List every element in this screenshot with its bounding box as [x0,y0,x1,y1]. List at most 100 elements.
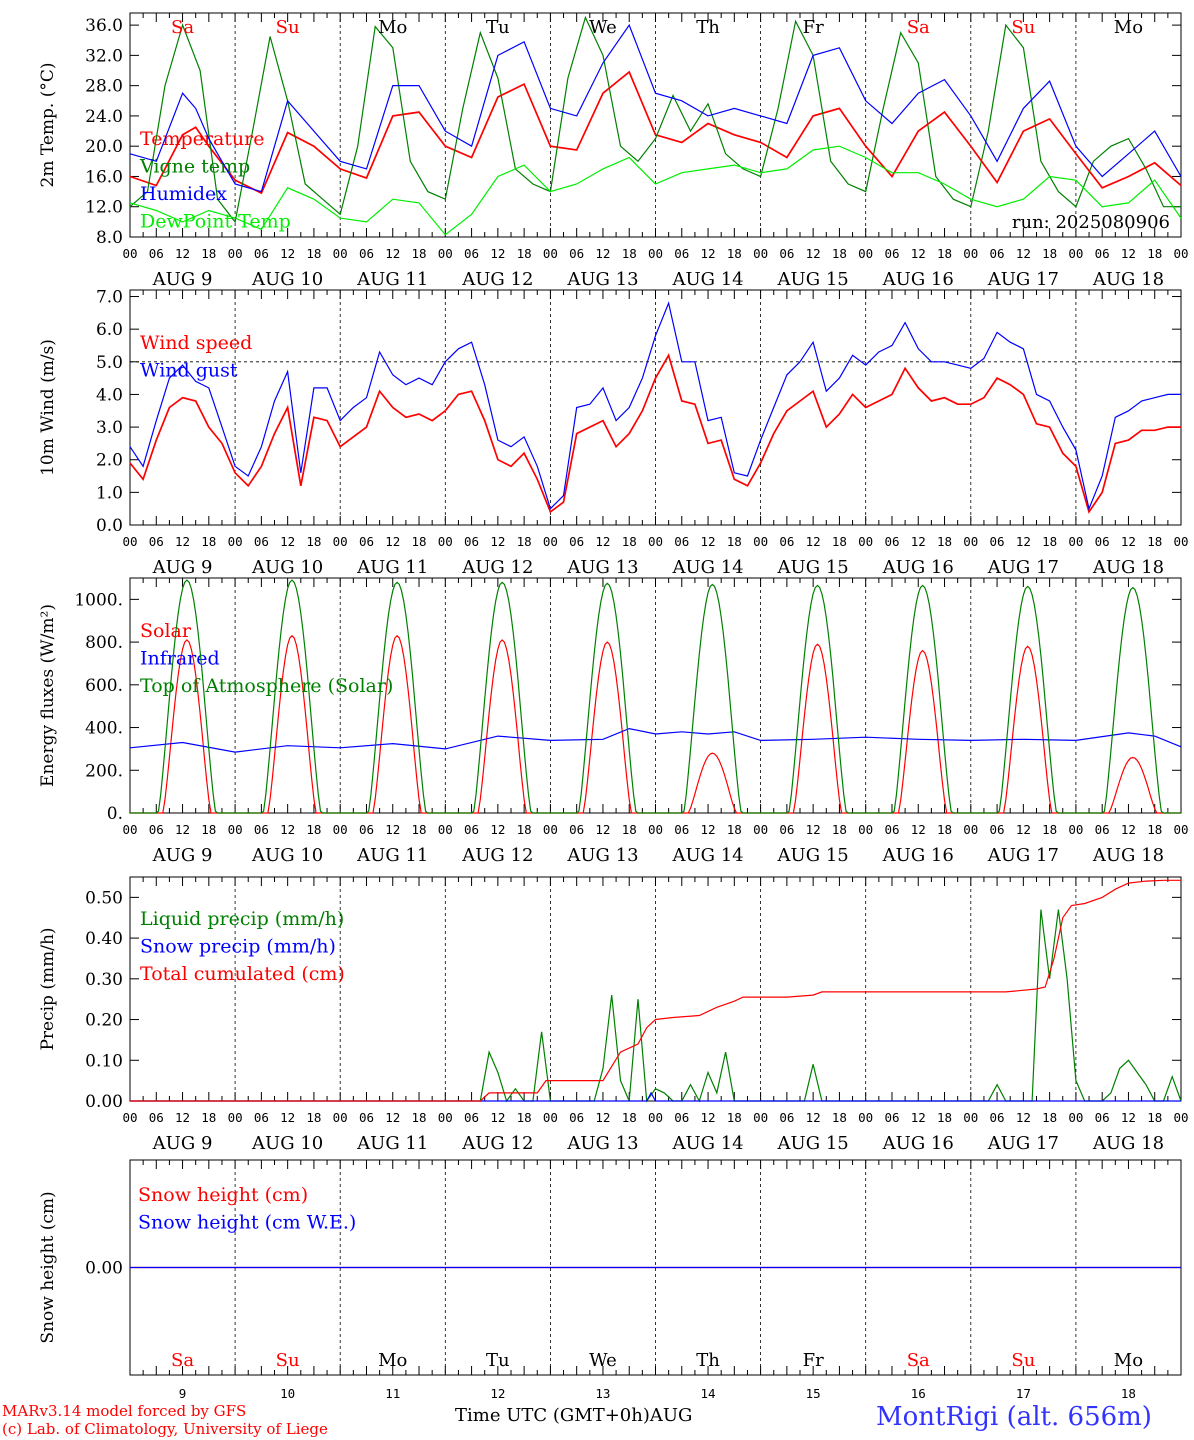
y-axis-label: Precip (mm/h) [38,927,58,1050]
hour-tick-label: 12 [1121,534,1136,549]
y-axis-label: 10m Wind (m/s) [38,339,58,476]
date-label: AUG 10 [251,269,323,290]
hour-tick-label: 06 [359,1110,374,1125]
hour-tick-label: 18 [411,822,426,837]
hour-tick-label: 00 [1173,534,1188,549]
hour-tick-label: 12 [806,1110,821,1125]
series-line-1 [129,70,1182,195]
weekday-label: Sa [171,1350,194,1371]
day-number-label: 12 [490,1386,505,1401]
hour-tick-label: 12 [701,822,716,837]
hour-tick-label: 06 [884,246,899,261]
hour-tick-label: 18 [201,534,216,549]
hour-tick-label: 12 [490,246,505,261]
hour-tick-label: 06 [1095,534,1110,549]
weekday-label: Mo [378,1350,407,1371]
hour-tick-label: 06 [674,822,689,837]
day-number-label: 11 [385,1386,400,1401]
hour-tick-label: 00 [1068,822,1083,837]
weekday-label: Su [1011,1350,1035,1371]
legend-entry: Solar [140,620,192,642]
hour-tick-label: 18 [1147,1110,1162,1125]
date-label: AUG 18 [1092,557,1164,578]
hour-tick-label: 18 [832,534,847,549]
y-tick-label: 5.0 [96,353,123,373]
date-label: AUG 14 [671,557,743,578]
hour-tick-label: 18 [411,534,426,549]
weekday-label: Su [1011,17,1035,38]
hour-tick-label: 12 [1016,1110,1031,1125]
hour-tick-label: 18 [517,246,532,261]
hour-tick-label: 00 [228,822,243,837]
y-tick-label: 12.0 [85,198,123,218]
hour-tick-label: 12 [595,534,610,549]
hour-tick-label: 06 [990,822,1005,837]
date-label: AUG 12 [461,845,533,866]
hour-tick-label: 12 [1121,1110,1136,1125]
hour-tick-label: 18 [306,822,321,837]
hour-tick-label: 18 [201,822,216,837]
y-tick-label: 1.0 [96,483,123,503]
hour-tick-label: 12 [701,1110,716,1125]
hour-tick-label: 12 [385,246,400,261]
hour-tick-label: 06 [359,534,374,549]
weekday-label: Fr [803,1350,824,1371]
weekday-label: Mo [1114,17,1143,38]
hour-tick-label: 00 [333,822,348,837]
hour-tick-label: 06 [149,822,164,837]
hour-tick-label: 12 [911,246,926,261]
weekday-label: Tu [486,17,510,38]
y-tick-label: 28.0 [85,77,123,97]
hour-tick-label: 00 [1173,246,1188,261]
hour-tick-label: 00 [438,246,453,261]
station-title: MontRigi (alt. 656m) [876,1402,1152,1432]
hour-tick-label: 06 [359,822,374,837]
series-line-3 [130,579,1181,814]
hour-tick-label: 18 [622,1110,637,1125]
day-number-label: 14 [701,1386,716,1401]
hour-tick-label: 18 [517,534,532,549]
legend-entry: Infrared [140,648,220,670]
weekday-label: Th [696,17,720,38]
weekday-label: Fr [803,17,824,38]
y-tick-label: 4.0 [96,385,123,405]
weekday-label: Tu [486,1350,510,1371]
y-tick-label: 800. [85,633,123,653]
hour-tick-label: 12 [595,822,610,837]
hour-tick-label: 06 [884,1110,899,1125]
hour-tick-label: 12 [280,822,295,837]
y-tick-label: 0.10 [85,1051,123,1071]
hour-tick-label: 06 [254,822,269,837]
hour-tick-label: 00 [963,246,978,261]
hour-tick-label: 18 [1147,822,1162,837]
hour-tick-label: 00 [333,534,348,549]
weekday-label: Mo [1114,1350,1143,1371]
hour-tick-label: 00 [858,1110,873,1125]
date-label: AUG 9 [152,269,213,290]
date-label: AUG 16 [882,269,954,290]
date-label: AUG 13 [566,269,638,290]
hour-tick-label: 12 [175,534,190,549]
hour-tick-label: 00 [753,1110,768,1125]
hour-tick-label: 18 [832,822,847,837]
y-tick-label: 16.0 [85,167,123,187]
hour-tick-label: 00 [1068,1110,1083,1125]
hour-tick-label: 18 [727,534,742,549]
series-line-3 [129,23,1182,193]
hour-tick-label: 06 [569,246,584,261]
hour-tick-label: 12 [490,822,505,837]
hour-tick-label: 00 [543,246,558,261]
legend-entry: Temperature [140,128,264,150]
hour-tick-label: 06 [674,534,689,549]
day-number-label: 17 [1016,1386,1031,1401]
hour-tick-label: 06 [464,822,479,837]
hour-tick-label: 00 [543,822,558,837]
y-tick-label: 1000. [74,590,123,610]
date-label: AUG 18 [1092,1133,1164,1154]
hour-tick-label: 06 [569,822,584,837]
hour-tick-label: 00 [1173,822,1188,837]
y-tick-label: 32.0 [85,46,123,66]
day-number-label: 9 [179,1386,187,1401]
date-label: AUG 16 [882,1133,954,1154]
date-label: AUG 14 [671,1133,743,1154]
